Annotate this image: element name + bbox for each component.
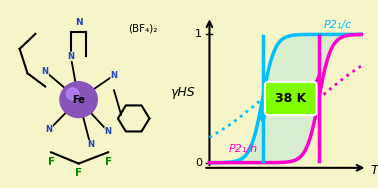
Text: 0: 0 — [195, 158, 202, 168]
Text: N: N — [42, 67, 49, 76]
Text: 38 K: 38 K — [275, 92, 306, 105]
Text: F: F — [48, 157, 55, 167]
Text: P2₁/n: P2₁/n — [229, 144, 258, 154]
Text: F: F — [75, 168, 82, 178]
Text: 1: 1 — [195, 29, 202, 39]
Text: F: F — [105, 157, 112, 167]
Circle shape — [67, 88, 79, 100]
Text: N: N — [46, 125, 53, 134]
Text: (BF₄)₂: (BF₄)₂ — [128, 23, 157, 33]
Text: N: N — [110, 71, 118, 80]
Text: γHS: γHS — [170, 86, 194, 99]
FancyBboxPatch shape — [265, 82, 316, 115]
Text: Fe: Fe — [72, 95, 85, 105]
Circle shape — [60, 82, 97, 118]
Text: N: N — [87, 140, 94, 149]
Text: N: N — [105, 127, 112, 136]
Text: P2₁/c: P2₁/c — [323, 20, 352, 30]
Text: N: N — [67, 52, 74, 61]
Text: N: N — [75, 18, 82, 27]
Text: T: T — [370, 164, 378, 177]
